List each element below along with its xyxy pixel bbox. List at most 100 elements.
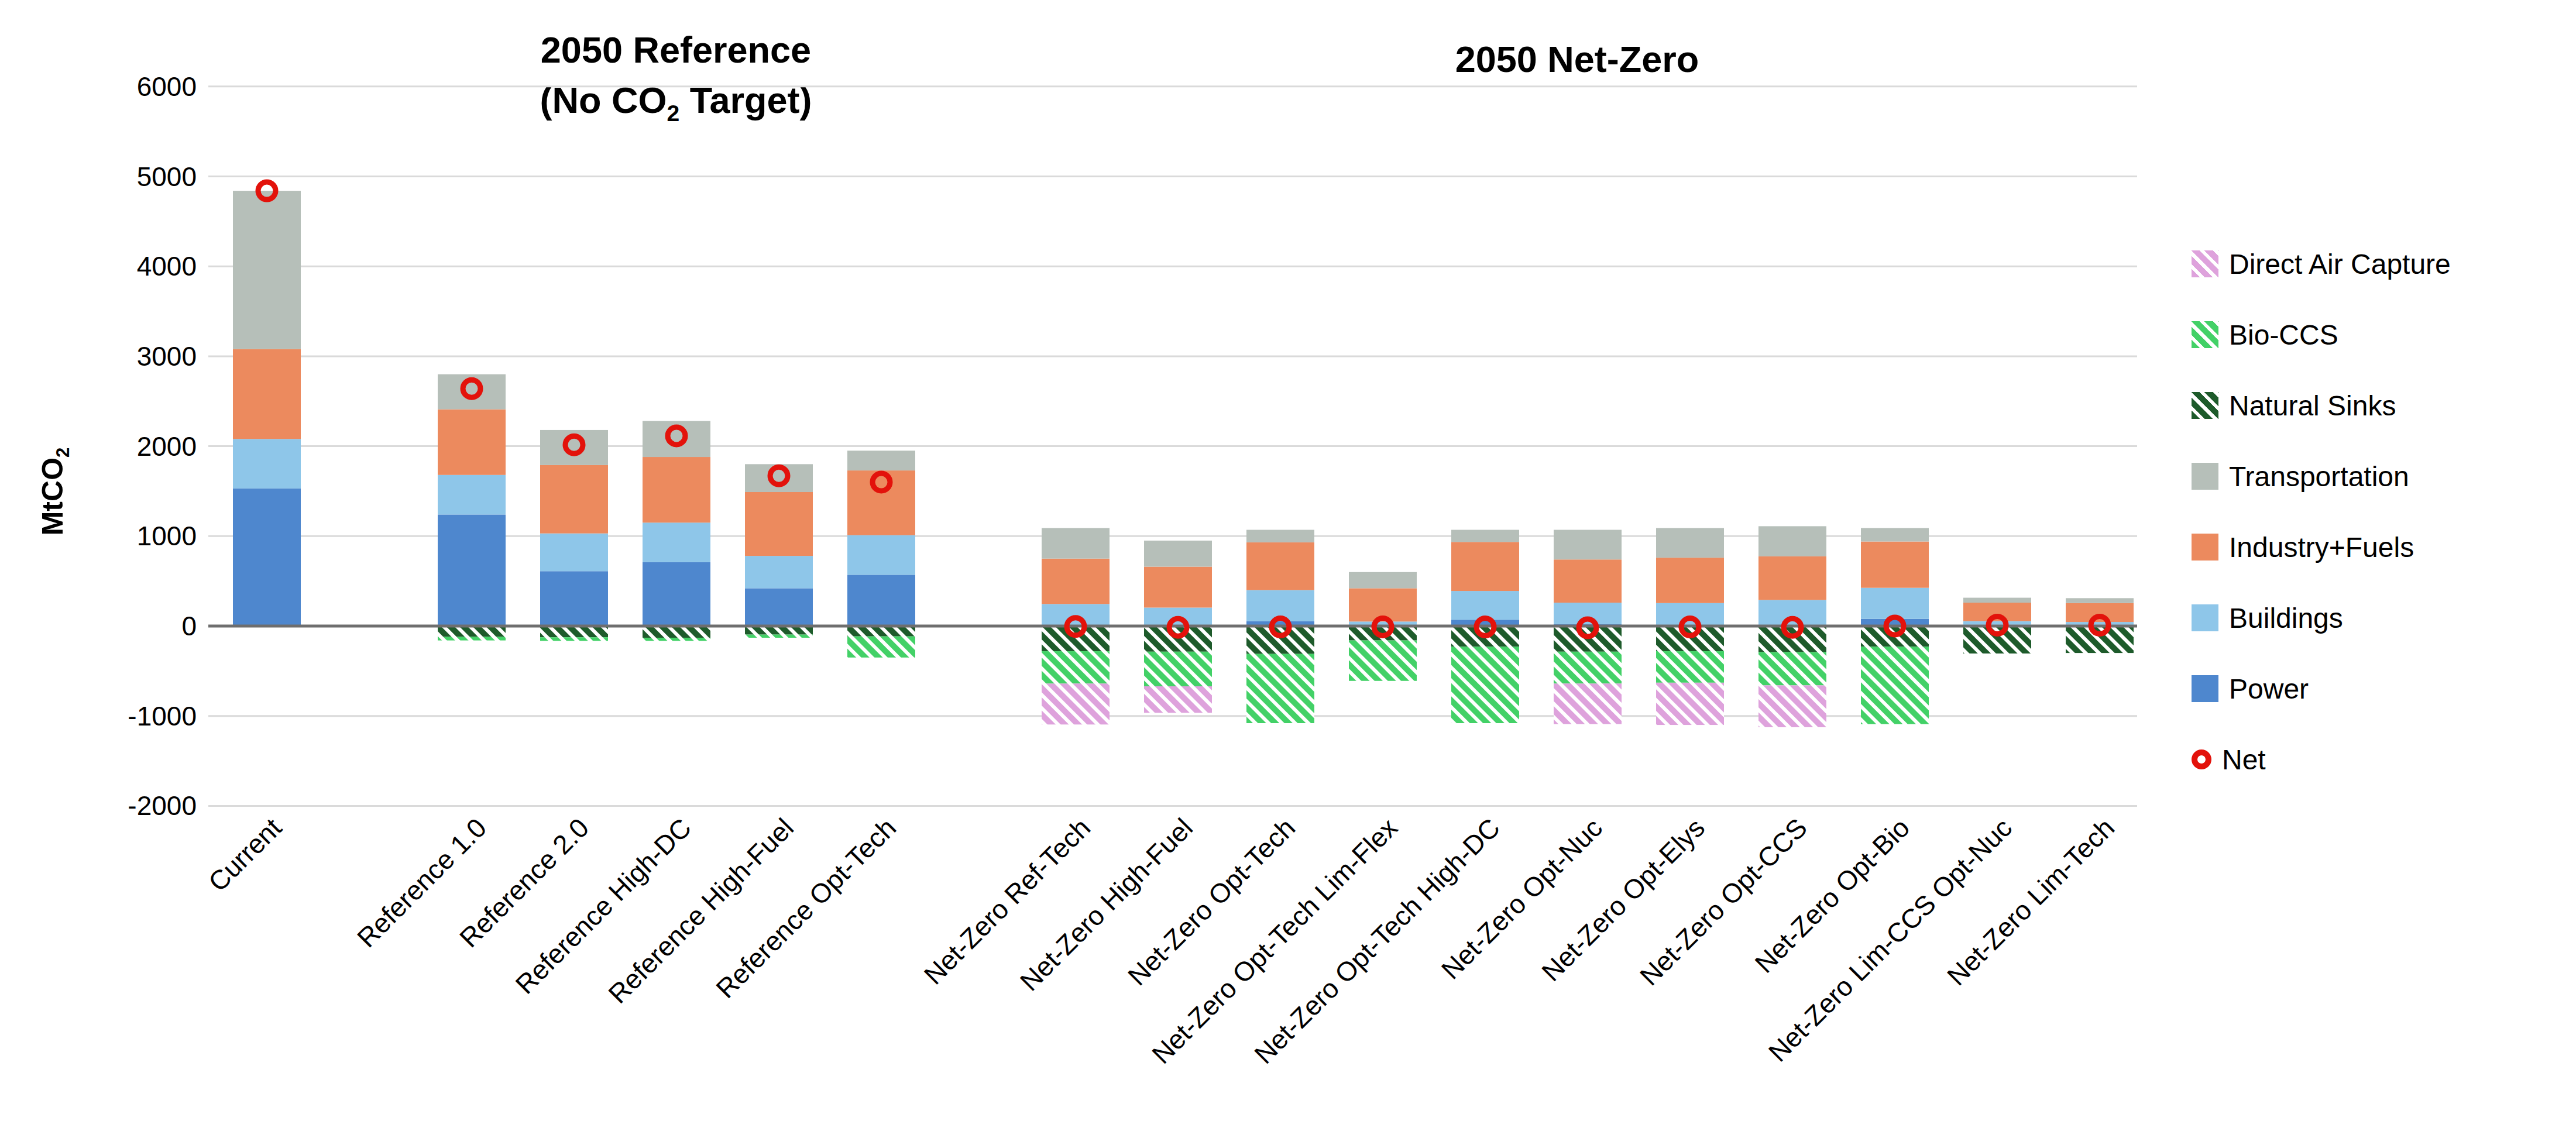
y-tick-label-4000: 4000 (137, 251, 197, 281)
bar-segment (643, 457, 710, 522)
bar-segment (1963, 621, 2031, 625)
bar-segment (847, 470, 915, 535)
bar-segment (643, 626, 710, 638)
bar-segment (1861, 528, 1929, 541)
bar-segment (1963, 598, 2031, 603)
bar-segment (1349, 641, 1417, 681)
bar-segment (643, 522, 710, 562)
bar-segment (540, 637, 608, 641)
x-axis-label: Reference High-DC (509, 812, 697, 1000)
bar-segment (438, 626, 506, 637)
legend-label-industry-fuels: Industry+Fuels (2229, 531, 2414, 563)
bar-segment (847, 451, 915, 470)
bar-segment (1656, 683, 1724, 725)
bar-segment (1656, 626, 1724, 651)
bar-segment (1246, 530, 1314, 543)
legend-swatch-natural-sinks (2192, 392, 2218, 419)
bar-segment (438, 410, 506, 475)
bar-segment (1246, 626, 1314, 654)
legend-item-net: Net (2192, 742, 2266, 777)
bar-segment (438, 637, 506, 640)
bar-segment (1758, 556, 1826, 600)
bar-segment (1451, 530, 1519, 542)
bar-segment (1451, 647, 1519, 723)
y-tick-label-1000: 1000 (137, 521, 197, 551)
bar-segment (1656, 528, 1724, 558)
x-axis-label: Net-Zero Opt-Tech (1122, 812, 1301, 991)
bar-segment (745, 635, 813, 638)
bar-segment (1554, 683, 1622, 724)
legend-label-power: Power (2229, 673, 2309, 705)
bar-segment (233, 489, 301, 626)
bar-segment (2066, 626, 2134, 653)
y-tick-label--2000: -2000 (128, 790, 197, 821)
bar-segment (1451, 542, 1519, 591)
bar-segment (1144, 541, 1212, 567)
bar-segment (1656, 651, 1724, 683)
bar-segment (438, 475, 506, 515)
legend-item-industry-fuels: Industry+Fuels (2192, 529, 2414, 565)
legend-item-buildings: Buildings (2192, 600, 2343, 635)
bar-segment (1656, 558, 1724, 603)
bar-segment (1554, 652, 1622, 684)
bar-segment (1042, 604, 1110, 625)
bar-segment (1758, 600, 1826, 625)
bar-segment (540, 465, 608, 534)
bar-segment (847, 575, 915, 626)
chart-legend: Direct Air Capture Bio-CCS Natural Sinks Tr… (2192, 0, 2572, 1145)
bar-segment (233, 349, 301, 439)
bar-segment (1144, 652, 1212, 686)
bar-segment (847, 535, 915, 575)
bar-segment (1861, 588, 1929, 619)
bar-segment (1246, 654, 1314, 723)
legend-label-bio-ccs: Bio-CCS (2229, 319, 2338, 351)
legend-item-bio-ccs: Bio-CCS (2192, 317, 2338, 352)
bar-segment (2066, 622, 2134, 625)
bar-segment (540, 571, 608, 626)
legend-item-power: Power (2192, 671, 2309, 706)
bar-segment (233, 439, 301, 489)
legend-label-natural-sinks: Natural Sinks (2229, 390, 2396, 422)
y-tick-label-0: 0 (181, 611, 197, 641)
bar-chart-plot: 6000500040003000200010000-1000-2000Curre… (0, 0, 2576, 1145)
legend-swatch-industry-fuels (2192, 534, 2218, 561)
y-tick-label--1000: -1000 (128, 701, 197, 731)
bar-segment (2066, 598, 2134, 603)
legend-label-dac: Direct Air Capture (2229, 248, 2451, 280)
bar-segment (1451, 591, 1519, 620)
bar-segment (1963, 626, 2031, 654)
bar-segment (1042, 559, 1110, 604)
y-tick-label-5000: 5000 (137, 161, 197, 192)
legend-label-buildings: Buildings (2229, 602, 2343, 634)
bar-segment (745, 556, 813, 588)
legend-label-net: Net (2222, 744, 2266, 776)
bar-segment (1144, 567, 1212, 608)
legend-item-dac: Direct Air Capture (2192, 246, 2451, 281)
bar-segment (643, 638, 710, 641)
bar-segment (1554, 530, 1622, 560)
x-axis-label: Reference High-Fuel (602, 812, 799, 1009)
bar-segment (1554, 559, 1622, 603)
x-axis-label: Net-Zero Lim-Tech (1941, 812, 2120, 991)
bar-segment (438, 514, 506, 626)
bar-segment (540, 626, 608, 637)
bar-segment (1144, 626, 1212, 652)
legend-swatch-bio-ccs (2192, 321, 2218, 348)
bar-segment (1042, 528, 1110, 558)
bar-segment (1758, 626, 1826, 652)
chart-canvas: 2050 Reference (No CO2 Target) 2050 Net-… (0, 0, 2576, 1145)
bar-segment (745, 492, 813, 556)
bar-segment (1246, 542, 1314, 590)
bar-segment (1042, 651, 1110, 683)
y-tick-label-2000: 2000 (137, 431, 197, 462)
legend-swatch-buildings (2192, 604, 2218, 631)
x-axis-label: Net-Zero Ref-Tech (918, 812, 1096, 990)
bar-segment (847, 626, 915, 637)
x-axis-label: Net-Zero Opt-CCS (1634, 812, 1813, 991)
x-axis-label: Net-Zero High-Fuel (1014, 812, 1198, 996)
legend-swatch-dac (2192, 250, 2218, 277)
bar-segment (847, 637, 915, 658)
bar-segment (1861, 542, 1929, 588)
legend-label-transportation: Transportation (2229, 460, 2409, 493)
bar-segment (643, 562, 710, 626)
